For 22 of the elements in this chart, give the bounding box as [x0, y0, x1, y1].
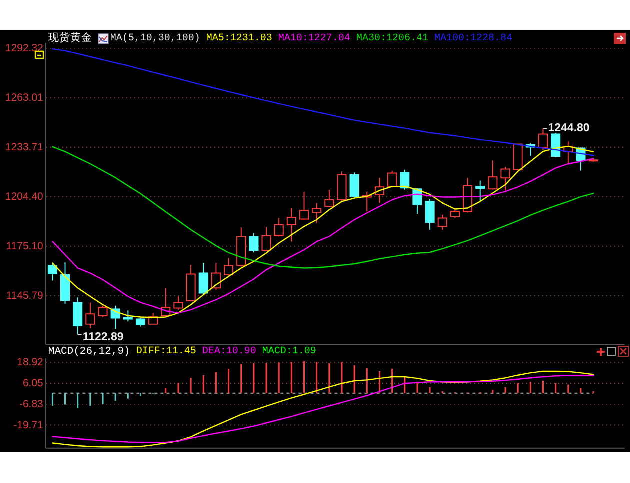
legend-label: MA30:1206.41	[356, 34, 428, 44]
ytick-label: 1204.40	[5, 190, 44, 203]
ytick-label: 1263.01	[5, 92, 44, 104]
ytick-label: 6.05	[22, 378, 44, 390]
legend-label: MACD:1.09	[262, 346, 316, 358]
subtitle: MA(5,10,30,100)	[110, 34, 200, 44]
annotation: 1244.80	[548, 122, 590, 135]
title: 现货黄金	[48, 33, 92, 45]
annotation: 1122.89	[82, 332, 124, 344]
ytick-label: 1145.79	[6, 290, 44, 302]
legend-label: MA10:1227.04	[278, 34, 350, 44]
ytick-label: -6.83	[19, 398, 44, 410]
ytick-label: 1233.71	[5, 141, 44, 154]
title: MACD(26,12,9)	[48, 346, 130, 358]
legend-label: DEA:10.90	[202, 346, 256, 358]
ytick-label: 1292.32	[5, 42, 44, 54]
legend-label: DIFF:11.45	[136, 346, 196, 358]
legend-label: MA5:1231.03	[206, 34, 272, 44]
ytick-label: 18.92	[17, 356, 44, 369]
legend-label: MA100:1228.84	[434, 34, 512, 44]
ytick-label: -19.71	[14, 419, 44, 432]
ytick-label: 1175.10	[6, 240, 44, 252]
